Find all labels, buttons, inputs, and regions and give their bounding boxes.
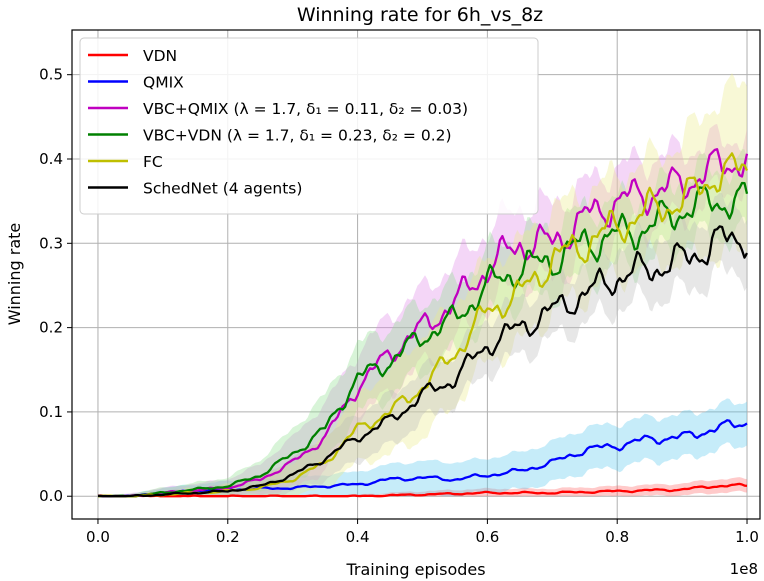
y-tick-label: 0.2 bbox=[39, 319, 63, 337]
x-tick-label: 0.4 bbox=[346, 528, 370, 546]
legend-box bbox=[79, 37, 539, 215]
y-tick-label: 0.4 bbox=[39, 150, 63, 168]
series-band bbox=[98, 192, 747, 497]
series-band bbox=[98, 149, 747, 497]
y-axis-label: Winning rate bbox=[5, 223, 24, 326]
legend-label: QMIX bbox=[143, 74, 184, 92]
series-band bbox=[98, 398, 747, 497]
series-lines bbox=[97, 148, 749, 498]
plot-frame bbox=[71, 29, 761, 520]
x-offset-label: 1e8 bbox=[730, 560, 758, 578]
series-line bbox=[97, 225, 749, 498]
y-tick-label: 0.0 bbox=[39, 487, 63, 505]
series-line bbox=[97, 482, 748, 498]
x-tick-label: 1.0 bbox=[735, 528, 759, 546]
y-tick-label: 0.5 bbox=[39, 66, 63, 84]
x-axis-label: Training episodes bbox=[345, 560, 485, 579]
legend-entries: VDN QMIX VBC+QMIX (λ = 1.7, δ₁ = 0.11, δ₂ … bbox=[88, 47, 468, 198]
legend-label: SchedNet (4 agents) bbox=[143, 180, 302, 198]
legend-label: FC bbox=[143, 153, 163, 171]
y-tick-label: 0.1 bbox=[39, 403, 63, 421]
series-band bbox=[98, 73, 747, 497]
legend-label: VBC+QMIX (λ = 1.7, δ₁ = 0.11, δ₂ = 0.03) bbox=[143, 100, 468, 118]
x-tick-label: 0.6 bbox=[475, 528, 499, 546]
x-tick-label: 0.0 bbox=[86, 528, 110, 546]
x-tick-label: 0.2 bbox=[216, 528, 240, 546]
x-tick-label: 0.8 bbox=[605, 528, 629, 546]
y-tick-label: 0.3 bbox=[39, 234, 63, 252]
legend-label: VDN bbox=[143, 47, 177, 65]
chart-title: Winning rate for 6h_vs_8z bbox=[297, 4, 543, 26]
legend: VDN QMIX VBC+QMIX (λ = 1.7, δ₁ = 0.11, δ₂ … bbox=[79, 37, 539, 215]
series-line bbox=[98, 181, 749, 498]
series-band bbox=[98, 123, 747, 497]
legend-label: VBC+VDN (λ = 1.7, δ₁ = 0.23, δ₂ = 0.2) bbox=[143, 127, 452, 145]
series-line bbox=[97, 419, 748, 498]
axis-ticks: 0.0 0.2 0.4 0.6 0.8 1.0 0.0 0.1 0.2 0.3 0.4 0.5 bbox=[39, 66, 759, 546]
